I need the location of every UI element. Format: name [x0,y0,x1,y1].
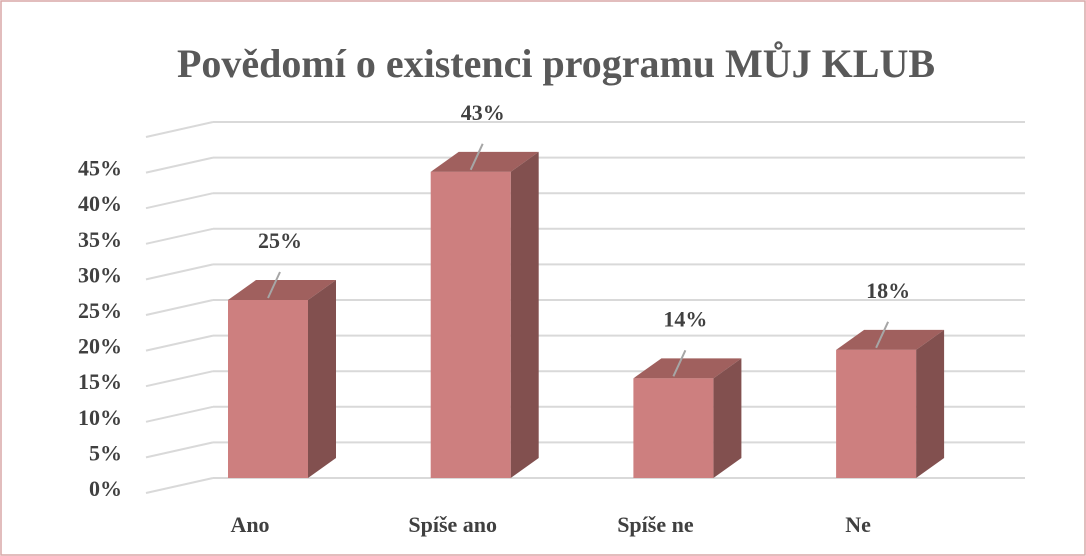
value-label: 18% [866,278,910,303]
y-tick-label: 10% [78,405,122,430]
grid-line-side [145,227,214,245]
grid-line-side [145,441,214,459]
bar-side [916,329,945,478]
grid-line-side [145,192,214,210]
grid-line-side [145,334,214,352]
bar [228,300,308,478]
value-label: 25% [258,228,302,253]
grid-line-side [145,263,214,281]
bar [836,349,917,478]
bar-top [430,151,539,172]
bar-side [713,358,742,478]
leader-line [469,143,484,171]
y-tick-label: 35% [78,227,122,252]
leader-line [875,321,890,349]
grid-line-side [145,121,214,138]
bar-top [633,358,742,379]
bar-top [228,280,336,300]
x-tick-label: Ano [230,512,269,537]
x-tick-label: Spíše ano [408,512,497,537]
y-tick-label: 30% [78,262,122,287]
bar [430,171,511,478]
y-tick-label: 5% [89,440,122,465]
grid-line-side [145,156,214,174]
leader-line [267,271,281,299]
y-tick-label: 20% [78,334,122,359]
y-tick-label: 15% [78,369,122,394]
bar-side [308,280,336,478]
bar [633,378,714,478]
grid-line-side [145,299,214,316]
value-label: 43% [461,100,505,125]
bar-top [836,329,945,350]
x-tick-label: Ne [845,512,871,537]
y-tick-label: 0% [89,476,122,501]
value-label: 14% [663,306,707,331]
chart-title: Povědomí o existenci programu MŮJ KLUB [177,40,935,86]
grid-line-side [145,370,214,388]
grid-line-side [145,477,214,494]
y-tick-label: 40% [78,191,122,216]
x-tick-label: Spíše ne [617,512,694,537]
y-tick-label: 25% [78,298,122,323]
grid-line-side [145,405,214,423]
leader-line [672,349,687,377]
y-tick-label: 45% [78,156,122,181]
bar-side [510,151,539,478]
